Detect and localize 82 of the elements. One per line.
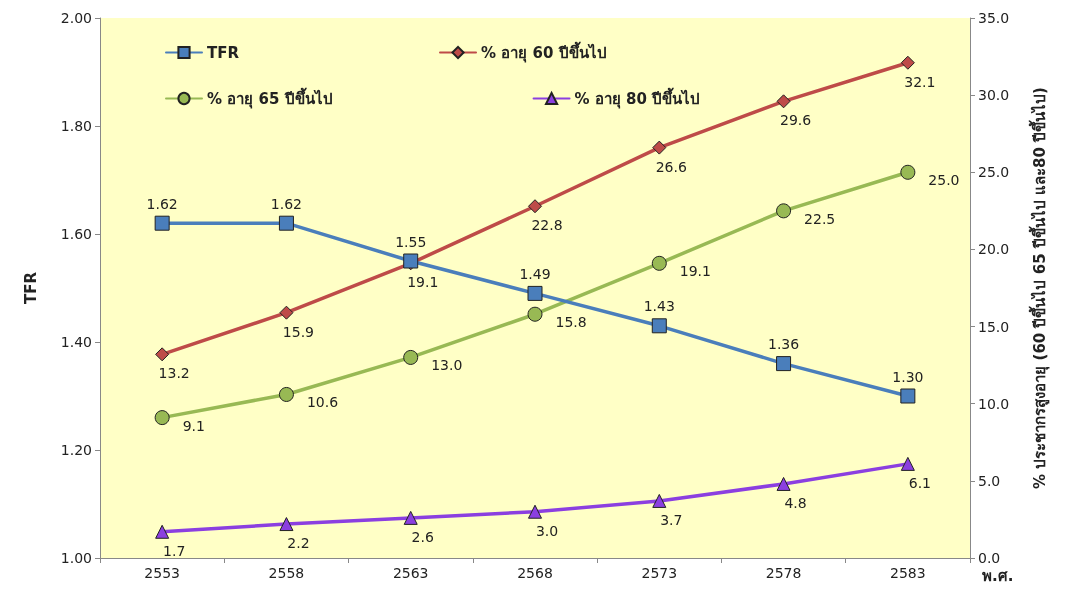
point — [278, 215, 294, 231]
y-tick-label: 1.60 — [60, 226, 92, 242]
legend-label: % อายุ 80 ปีขึ้นไป — [574, 86, 701, 109]
data-label: 2.6 — [411, 528, 434, 545]
point — [900, 388, 916, 404]
x-tick-label: 2568 — [517, 565, 553, 581]
point — [154, 410, 170, 426]
point — [155, 524, 170, 539]
data-label: 19.1 — [407, 274, 439, 291]
x-tick-label: 2583 — [890, 565, 926, 581]
y-tick-label: 2.00 — [60, 10, 92, 26]
point — [776, 203, 792, 219]
data-label: 6.1 — [908, 474, 931, 491]
point — [776, 356, 792, 372]
legend-label: % อายุ 60 ปีขึ้นไป — [481, 40, 607, 63]
y2-axis-title: % ประชากรสูงอายุ (60 ปีขึ้นไป 65 ปีขึ้นไป และ80 ปีขึ้นไป) — [1027, 87, 1050, 489]
legend-label: % อายุ 65 ปีขึ้นไป — [207, 86, 333, 109]
x-axis-title: พ.ศ. — [982, 566, 1014, 585]
y2-tick-label: 20.0 — [978, 241, 1010, 258]
point — [527, 306, 543, 322]
data-label: 3.0 — [535, 522, 559, 539]
point — [528, 199, 542, 214]
point — [651, 255, 667, 271]
y2-tick-label: 10.0 — [978, 395, 1010, 412]
data-label: 1.49 — [519, 265, 551, 282]
y2-tick-label: 25.0 — [978, 164, 1010, 181]
data-label: 3.7 — [660, 511, 683, 528]
data-label: 13.0 — [431, 357, 463, 374]
point — [900, 456, 915, 471]
x-tick-label: 2573 — [641, 565, 678, 581]
data-label: 13.2 — [158, 365, 190, 382]
point — [278, 386, 294, 402]
y-tick-label: 1.40 — [60, 334, 92, 350]
data-label: 1.43 — [643, 298, 675, 315]
x-tick-label: 2563 — [392, 565, 429, 581]
data-label: 22.8 — [531, 217, 563, 234]
data-label: 25.0 — [928, 172, 960, 189]
point — [527, 285, 543, 301]
data-label: 1.62 — [146, 195, 178, 212]
data-label: 22.5 — [804, 210, 836, 227]
y2-tick-label: 5.0 — [978, 472, 1001, 489]
point — [900, 164, 916, 180]
point — [652, 140, 667, 155]
y-tick-label: 1.00 — [60, 550, 92, 566]
point — [528, 504, 542, 519]
data-label: 1.62 — [270, 195, 303, 212]
y-tick-label: 1.20 — [60, 442, 92, 458]
data-label: 26.6 — [655, 158, 687, 175]
point — [279, 517, 294, 532]
data-label: 1.7 — [163, 542, 186, 559]
data-label: 9.1 — [182, 417, 205, 434]
data-label: 4.8 — [784, 494, 807, 511]
data-label: 2.2 — [287, 535, 310, 552]
point — [651, 318, 667, 334]
data-label: 15.9 — [282, 323, 315, 340]
point — [900, 55, 915, 70]
data-label: 29.6 — [779, 112, 812, 129]
x-tick-label: 2558 — [268, 565, 305, 581]
y-tick-label: 1.80 — [60, 118, 92, 134]
y2-tick-label: 30.0 — [978, 87, 1010, 104]
point — [154, 215, 170, 231]
data-label: 15.8 — [555, 314, 587, 331]
point — [652, 493, 667, 508]
data-label: 1.36 — [767, 336, 800, 353]
data-label: 1.55 — [395, 233, 427, 250]
point — [776, 476, 791, 491]
y2-tick-label: 15.0 — [978, 318, 1010, 335]
data-label: 10.6 — [306, 394, 339, 411]
point — [403, 510, 418, 525]
data-label: 19.1 — [679, 263, 711, 280]
point — [279, 305, 294, 320]
y2-tick-label: 35.0 — [978, 10, 1010, 26]
point — [155, 347, 170, 362]
data-label: 1.30 — [892, 368, 924, 385]
point — [776, 94, 791, 109]
legend-label: TFR — [207, 43, 240, 62]
point — [403, 349, 419, 365]
y2-tick-label: 0.0 — [978, 550, 1001, 566]
y-axis-title: TFR — [21, 271, 40, 305]
x-tick-label: 2553 — [144, 565, 180, 581]
x-tick-label: 2578 — [765, 565, 802, 581]
data-label: 32.1 — [904, 73, 936, 90]
